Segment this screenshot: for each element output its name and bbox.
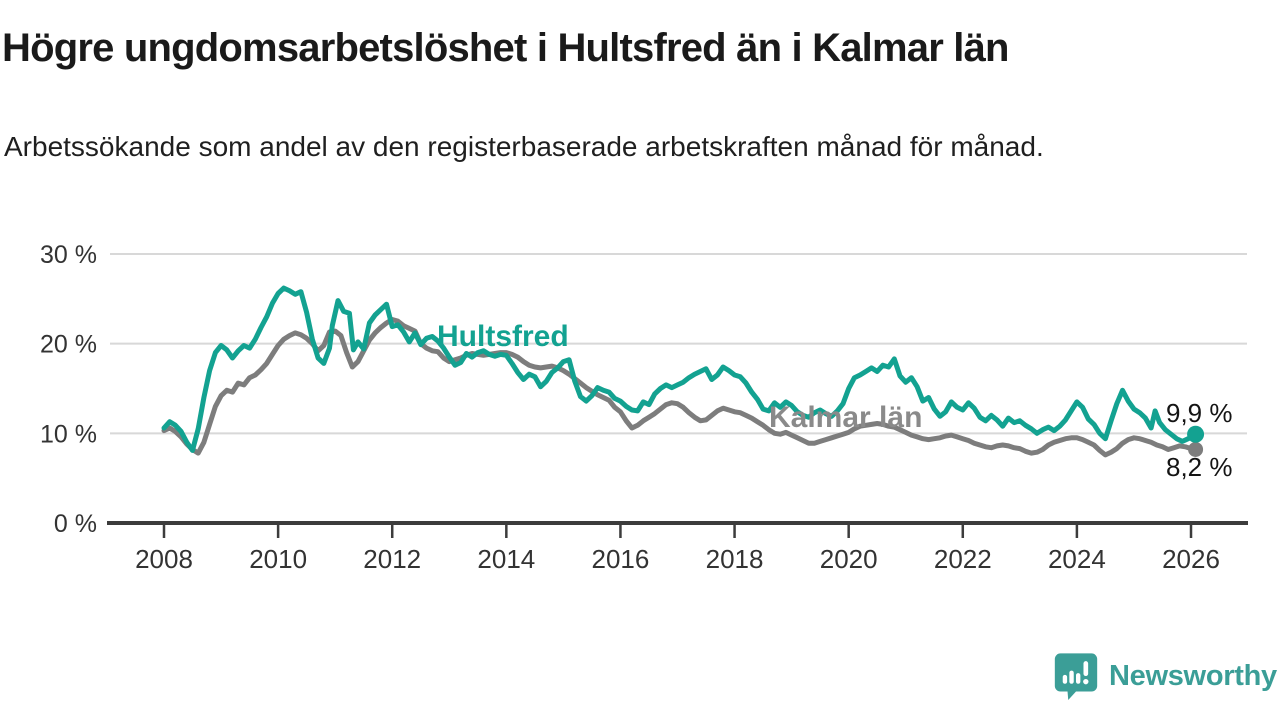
x-axis-label: 2008 [135, 544, 193, 574]
end-value-label-kalmar: 8,2 % [1166, 452, 1233, 482]
y-axis-label: 0 % [54, 510, 97, 538]
newsworthy-brand: Newsworthy [1053, 652, 1277, 700]
x-axis-label: 2020 [820, 544, 878, 574]
series-end-dot-kalmar [1188, 441, 1204, 457]
x-axis-label: 2024 [1048, 544, 1106, 574]
bar-chart-speech-bubble-icon [1054, 653, 1098, 700]
x-axis-label: 2016 [592, 544, 650, 574]
x-axis-label: 2018 [706, 544, 764, 574]
chart-subtitle: Arbetssökande som andel av den registerb… [4, 131, 1044, 162]
x-axis-label: 2014 [477, 544, 535, 574]
x-axis-label: 2010 [249, 544, 307, 574]
series-label-kalmar: Kalmar län [769, 401, 923, 434]
end-value-label-hultsfred: 9,9 % [1166, 398, 1233, 428]
series-line-hultsfred [161, 285, 1199, 453]
brand-name: Newsworthy [1109, 659, 1277, 692]
series-label-hultsfred: Hultsfred [437, 320, 569, 353]
x-axis-label: 2022 [934, 544, 992, 574]
series-end-dot-hultsfred [1187, 425, 1205, 443]
y-axis-label: 20 % [40, 331, 97, 359]
y-axis-label: 10 % [40, 420, 97, 448]
x-axis-label: 2026 [1162, 544, 1220, 574]
chart-title: Högre ungdomsarbetslöshet i Hultsfred än… [2, 26, 1009, 70]
y-axis-label: 30 % [40, 241, 97, 269]
series-line-kalmar [161, 317, 1199, 458]
x-axis-label: 2012 [363, 544, 421, 574]
